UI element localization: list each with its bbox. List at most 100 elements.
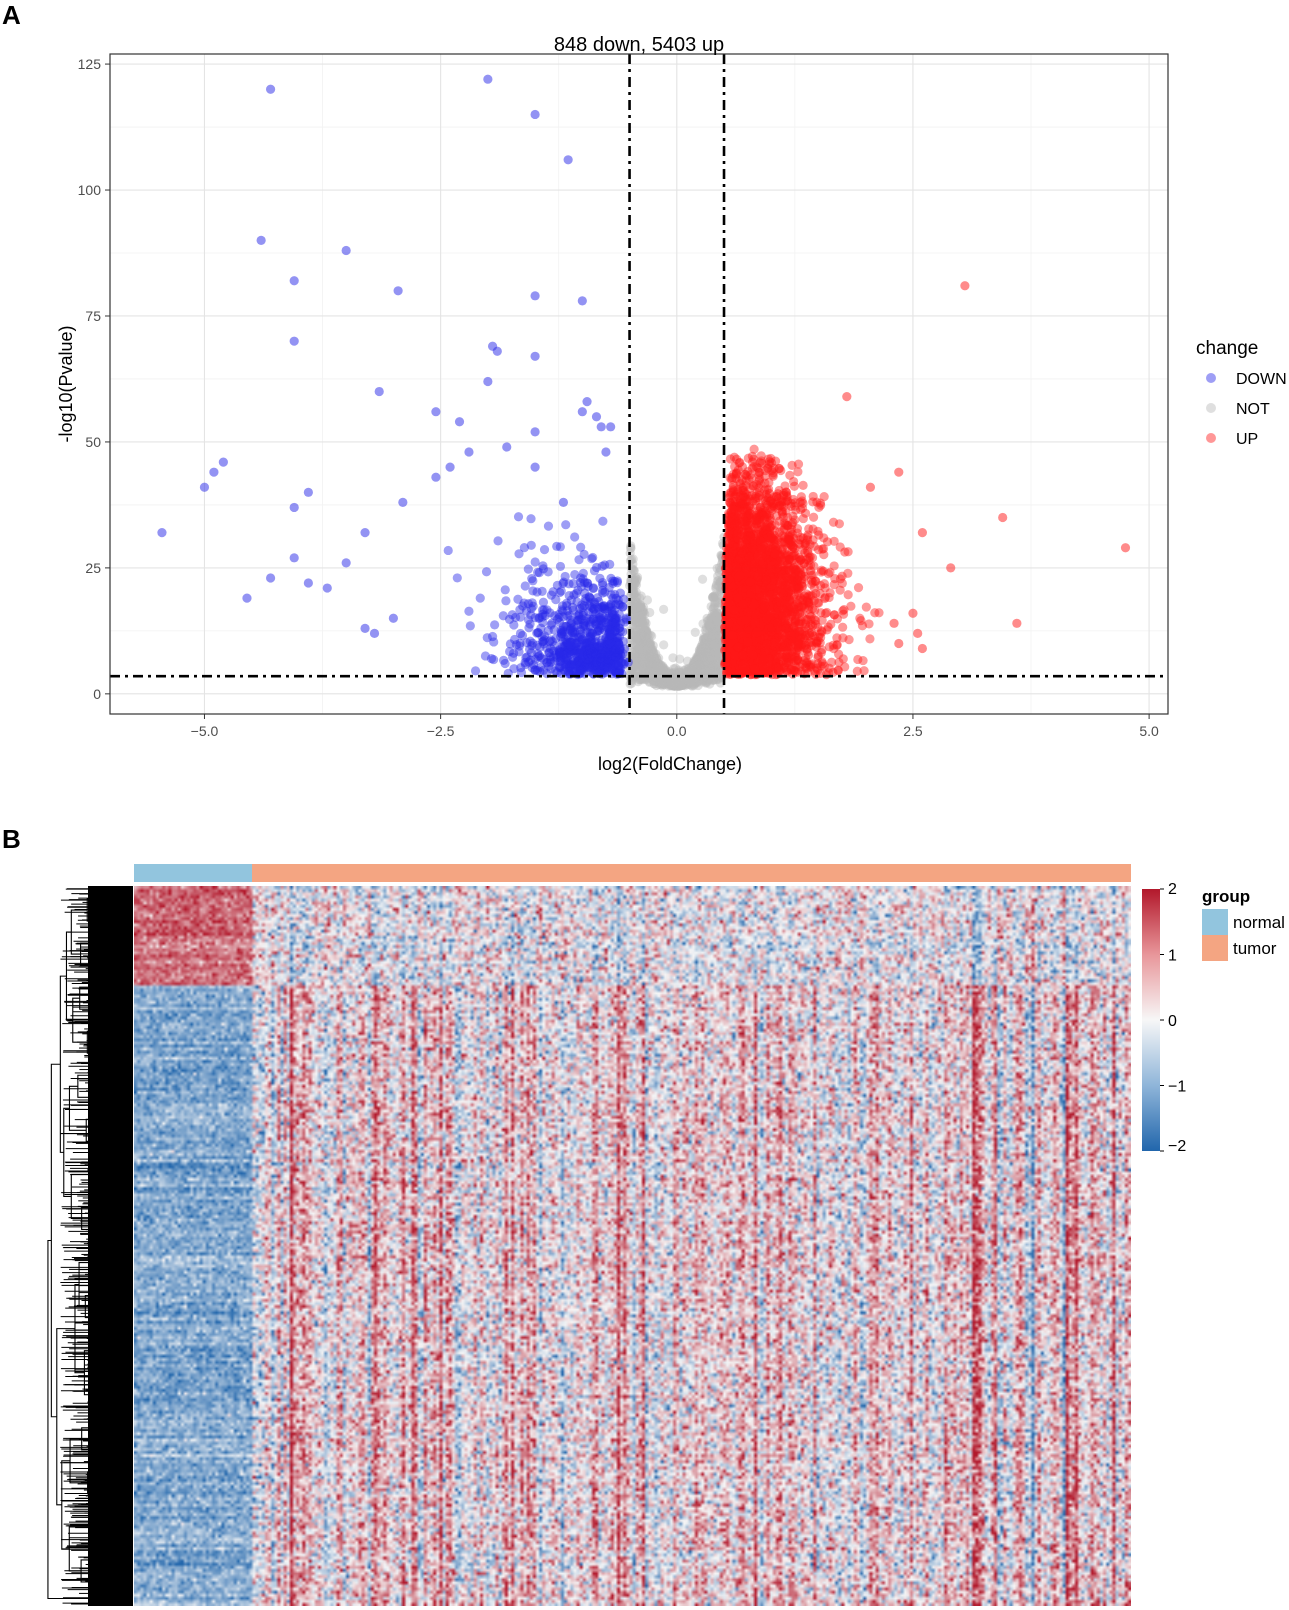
- not-point: [628, 647, 639, 657]
- not-point: [708, 620, 718, 630]
- not-point: [651, 656, 661, 666]
- not-point: [689, 663, 699, 673]
- not-point: [637, 616, 648, 627]
- not-point: [640, 627, 650, 637]
- not-point: [650, 656, 660, 666]
- not-point: [631, 607, 641, 617]
- not-point: [647, 662, 658, 672]
- down-point: [530, 613, 540, 623]
- not-point: [667, 680, 677, 690]
- not-point: [678, 678, 688, 689]
- not-point: [676, 678, 686, 688]
- not-point: [680, 678, 690, 689]
- not-point: [679, 675, 689, 685]
- not-point: [679, 671, 689, 681]
- not-point: [701, 646, 711, 656]
- not-point: [678, 676, 688, 686]
- not-point: [698, 647, 708, 657]
- not-point: [706, 619, 716, 629]
- not-point: [670, 681, 680, 691]
- not-point: [674, 681, 684, 691]
- not-point: [667, 677, 678, 688]
- not-point: [696, 649, 706, 660]
- not-point: [640, 616, 650, 626]
- not-point: [656, 676, 667, 686]
- not-point: [646, 661, 656, 671]
- not-point: [698, 664, 709, 674]
- not-point: [710, 590, 720, 601]
- not-point: [706, 613, 716, 623]
- not-point: [682, 678, 692, 688]
- not-point: [677, 679, 687, 689]
- down-point: [597, 561, 607, 571]
- not-point: [648, 667, 658, 677]
- up-point: [814, 530, 824, 540]
- not-point: [658, 665, 668, 675]
- not-point: [668, 675, 678, 685]
- not-point: [691, 667, 701, 677]
- not-point: [629, 575, 640, 585]
- not-point: [664, 676, 674, 686]
- not-point: [669, 681, 680, 691]
- not-point: [678, 675, 688, 685]
- not-point: [692, 676, 702, 687]
- not-point: [712, 576, 722, 586]
- not-point: [643, 666, 653, 676]
- not-point: [694, 675, 704, 685]
- not-point: [653, 660, 664, 670]
- not-point: [678, 675, 689, 686]
- up-point: [731, 468, 742, 478]
- not-point: [684, 670, 695, 680]
- not-point: [694, 664, 704, 674]
- not-point: [625, 644, 635, 654]
- not-point: [701, 677, 711, 688]
- not-point: [636, 640, 646, 650]
- not-point: [704, 647, 715, 657]
- not-point: [698, 665, 708, 675]
- not-point: [655, 662, 665, 672]
- not-point: [658, 664, 668, 675]
- not-point: [632, 612, 642, 622]
- not-point: [666, 676, 676, 686]
- not-point: [638, 607, 648, 617]
- not-point: [644, 642, 655, 652]
- not-point: [640, 625, 650, 635]
- not-point: [641, 644, 652, 655]
- not-point: [705, 665, 715, 675]
- not-point: [655, 679, 665, 689]
- not-point: [673, 678, 684, 689]
- not-point: [663, 678, 674, 688]
- not-point: [695, 654, 706, 664]
- not-point: [687, 664, 697, 674]
- not-point: [629, 566, 639, 576]
- not-point: [679, 678, 689, 688]
- not-point: [670, 671, 680, 681]
- not-point: [708, 662, 719, 672]
- not-point: [674, 678, 684, 688]
- not-point: [665, 681, 676, 691]
- not-point: [706, 657, 716, 667]
- not-point: [702, 627, 712, 637]
- not-point: [703, 633, 713, 643]
- not-point: [634, 617, 645, 628]
- not-point: [675, 680, 685, 690]
- not-point: [694, 660, 704, 670]
- not-point: [700, 672, 711, 682]
- not-point: [698, 634, 709, 644]
- down-point: [514, 549, 524, 559]
- not-point: [689, 675, 699, 685]
- not-point: [709, 639, 719, 649]
- not-point: [661, 677, 671, 688]
- grid-lines: [110, 54, 1168, 714]
- not-point: [653, 659, 663, 669]
- not-point: [667, 679, 677, 689]
- not-point: [713, 627, 723, 637]
- not-point: [653, 666, 664, 676]
- not-point: [708, 592, 718, 602]
- not-point: [681, 677, 691, 687]
- not-point: [706, 622, 716, 632]
- not-point: [632, 663, 642, 674]
- not-point: [703, 632, 714, 642]
- not-point: [664, 677, 674, 687]
- not-point: [713, 663, 723, 673]
